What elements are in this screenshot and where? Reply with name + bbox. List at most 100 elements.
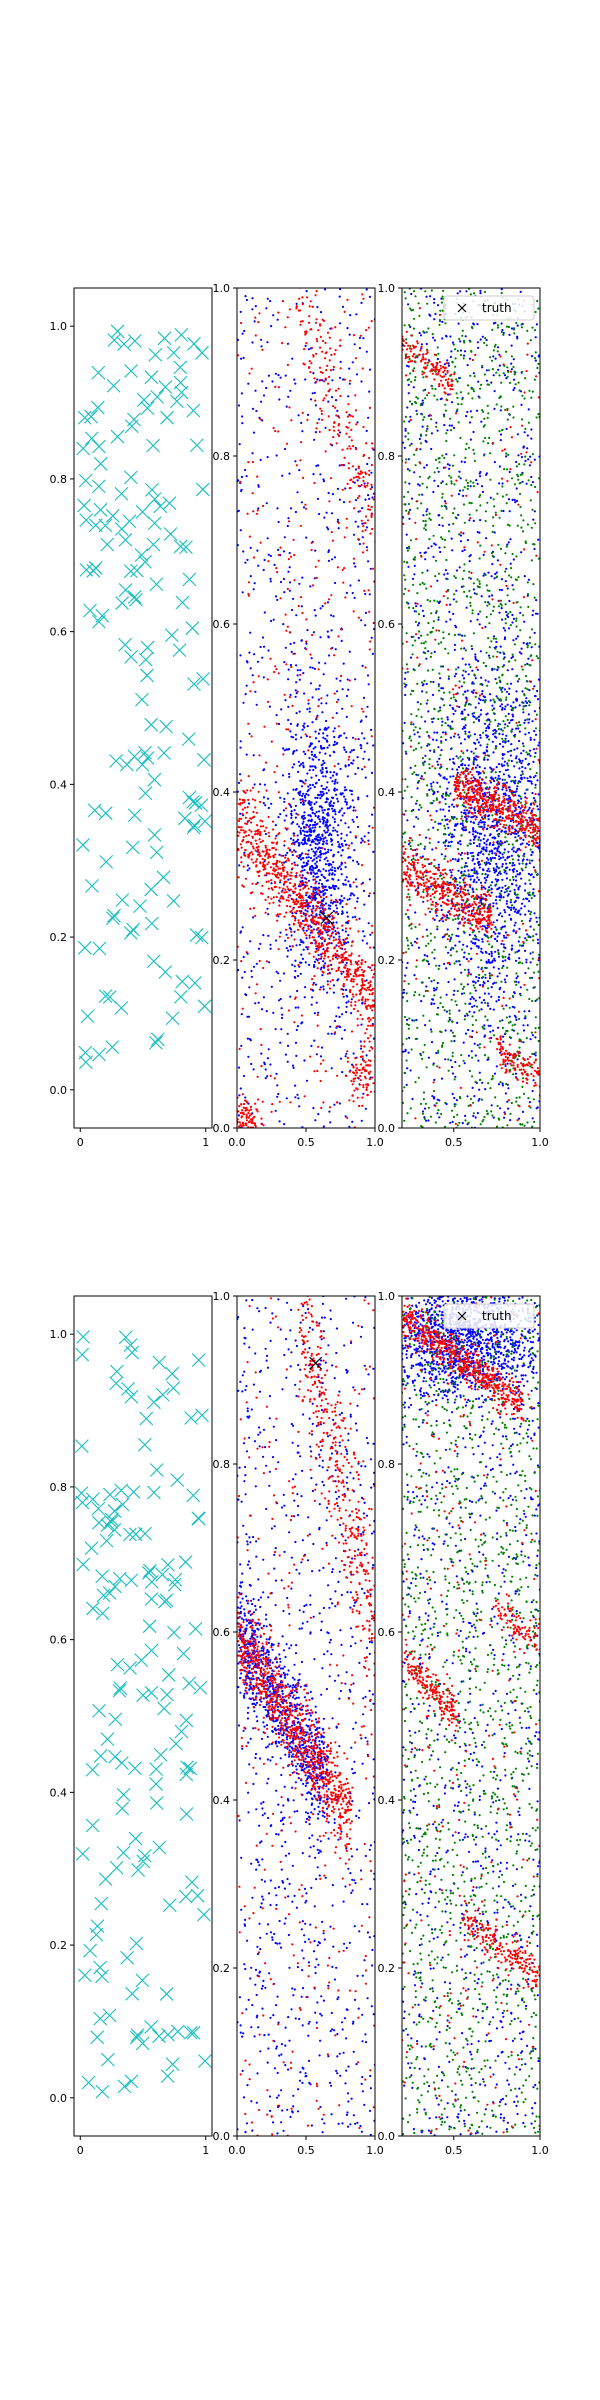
red-point <box>354 448 358 451</box>
red-point <box>368 469 371 472</box>
blue-point <box>239 310 242 313</box>
red-point <box>350 1001 353 1004</box>
blue-point <box>481 485 484 488</box>
blue-point <box>505 690 509 693</box>
red-point <box>337 725 340 728</box>
blue-point <box>315 837 318 841</box>
blue-point <box>476 764 479 767</box>
sample-point <box>98 806 113 821</box>
blue-point <box>292 750 295 754</box>
sample-point <box>146 954 161 969</box>
blue-point <box>342 662 345 665</box>
blue-point <box>307 702 310 705</box>
blue-point <box>446 823 449 826</box>
red-point <box>341 992 344 996</box>
red-point <box>343 940 346 943</box>
blue-point <box>349 894 352 897</box>
blue-point <box>536 612 539 615</box>
red-point <box>252 1122 255 1125</box>
red-point <box>240 960 243 963</box>
blue-point <box>290 822 293 825</box>
blue-point <box>335 921 338 924</box>
red-point <box>247 775 250 778</box>
red-point <box>305 881 308 884</box>
blue-point <box>299 829 302 832</box>
blue-point <box>512 701 515 704</box>
red-point <box>254 316 257 319</box>
sample-point <box>149 577 164 592</box>
blue-point <box>269 580 272 583</box>
blue-point <box>312 890 315 893</box>
red-point <box>295 305 298 308</box>
blue-point <box>292 736 295 739</box>
blue-point <box>353 849 356 852</box>
red-point <box>361 1055 364 1058</box>
blue-point <box>553 793 555 795</box>
blue-point <box>426 569 429 572</box>
red-point <box>319 931 322 934</box>
blue-point <box>527 408 530 411</box>
blue-point <box>257 947 261 950</box>
red-point <box>357 999 360 1002</box>
red-point <box>249 789 252 792</box>
blue-point <box>522 445 526 448</box>
blue-point <box>250 975 253 978</box>
blue-point <box>511 819 515 822</box>
blue-point <box>474 1116 477 1119</box>
red-point <box>297 921 300 924</box>
blue-point <box>502 990 505 994</box>
blue-point <box>411 881 414 884</box>
red-point <box>321 847 324 850</box>
blue-point <box>525 697 528 700</box>
blue-point <box>499 409 502 412</box>
blue-point <box>337 527 340 530</box>
blue-point <box>255 703 258 706</box>
blue-point <box>427 650 430 653</box>
blue-point <box>350 793 353 796</box>
blue-point <box>503 374 507 377</box>
blue-point <box>295 614 298 617</box>
blue-point <box>252 431 256 434</box>
red-point <box>292 899 295 902</box>
blue-point <box>238 443 241 446</box>
blue-point <box>360 1023 363 1026</box>
blue-point <box>505 789 508 792</box>
blue-point <box>453 978 456 981</box>
red-point <box>367 965 370 969</box>
blue-point <box>287 395 290 398</box>
blue-point <box>498 855 501 858</box>
blue-point <box>490 950 493 953</box>
sample-point <box>92 439 106 454</box>
red-point <box>362 476 365 479</box>
red-point <box>331 955 335 958</box>
red-point <box>296 281 298 283</box>
blue-point <box>493 869 496 872</box>
blue-point <box>330 1067 333 1070</box>
blue-point <box>251 452 254 455</box>
blue-point <box>488 870 491 873</box>
blue-point <box>272 618 275 621</box>
sample-point <box>114 1001 129 1015</box>
blue-point <box>483 722 487 725</box>
red-point <box>332 939 335 942</box>
blue-point <box>423 847 426 851</box>
red-point <box>286 857 290 860</box>
red-point <box>251 1120 254 1123</box>
red-point <box>343 456 346 459</box>
x-tick-label: 0 <box>77 1136 84 1149</box>
blue-point <box>508 333 511 336</box>
blue-point <box>441 480 444 483</box>
red-point <box>347 968 350 972</box>
red-point <box>326 921 329 924</box>
red-point <box>265 960 269 963</box>
red-point <box>242 865 245 868</box>
red-point <box>337 968 340 972</box>
red-point <box>337 521 340 525</box>
blue-point <box>296 491 299 494</box>
sample-point <box>109 754 123 768</box>
blue-point <box>473 1095 476 1098</box>
blue-point <box>468 933 471 937</box>
blue-point <box>534 359 537 362</box>
blue-point <box>370 636 373 639</box>
y-tick-label: 0.6 <box>50 626 68 639</box>
